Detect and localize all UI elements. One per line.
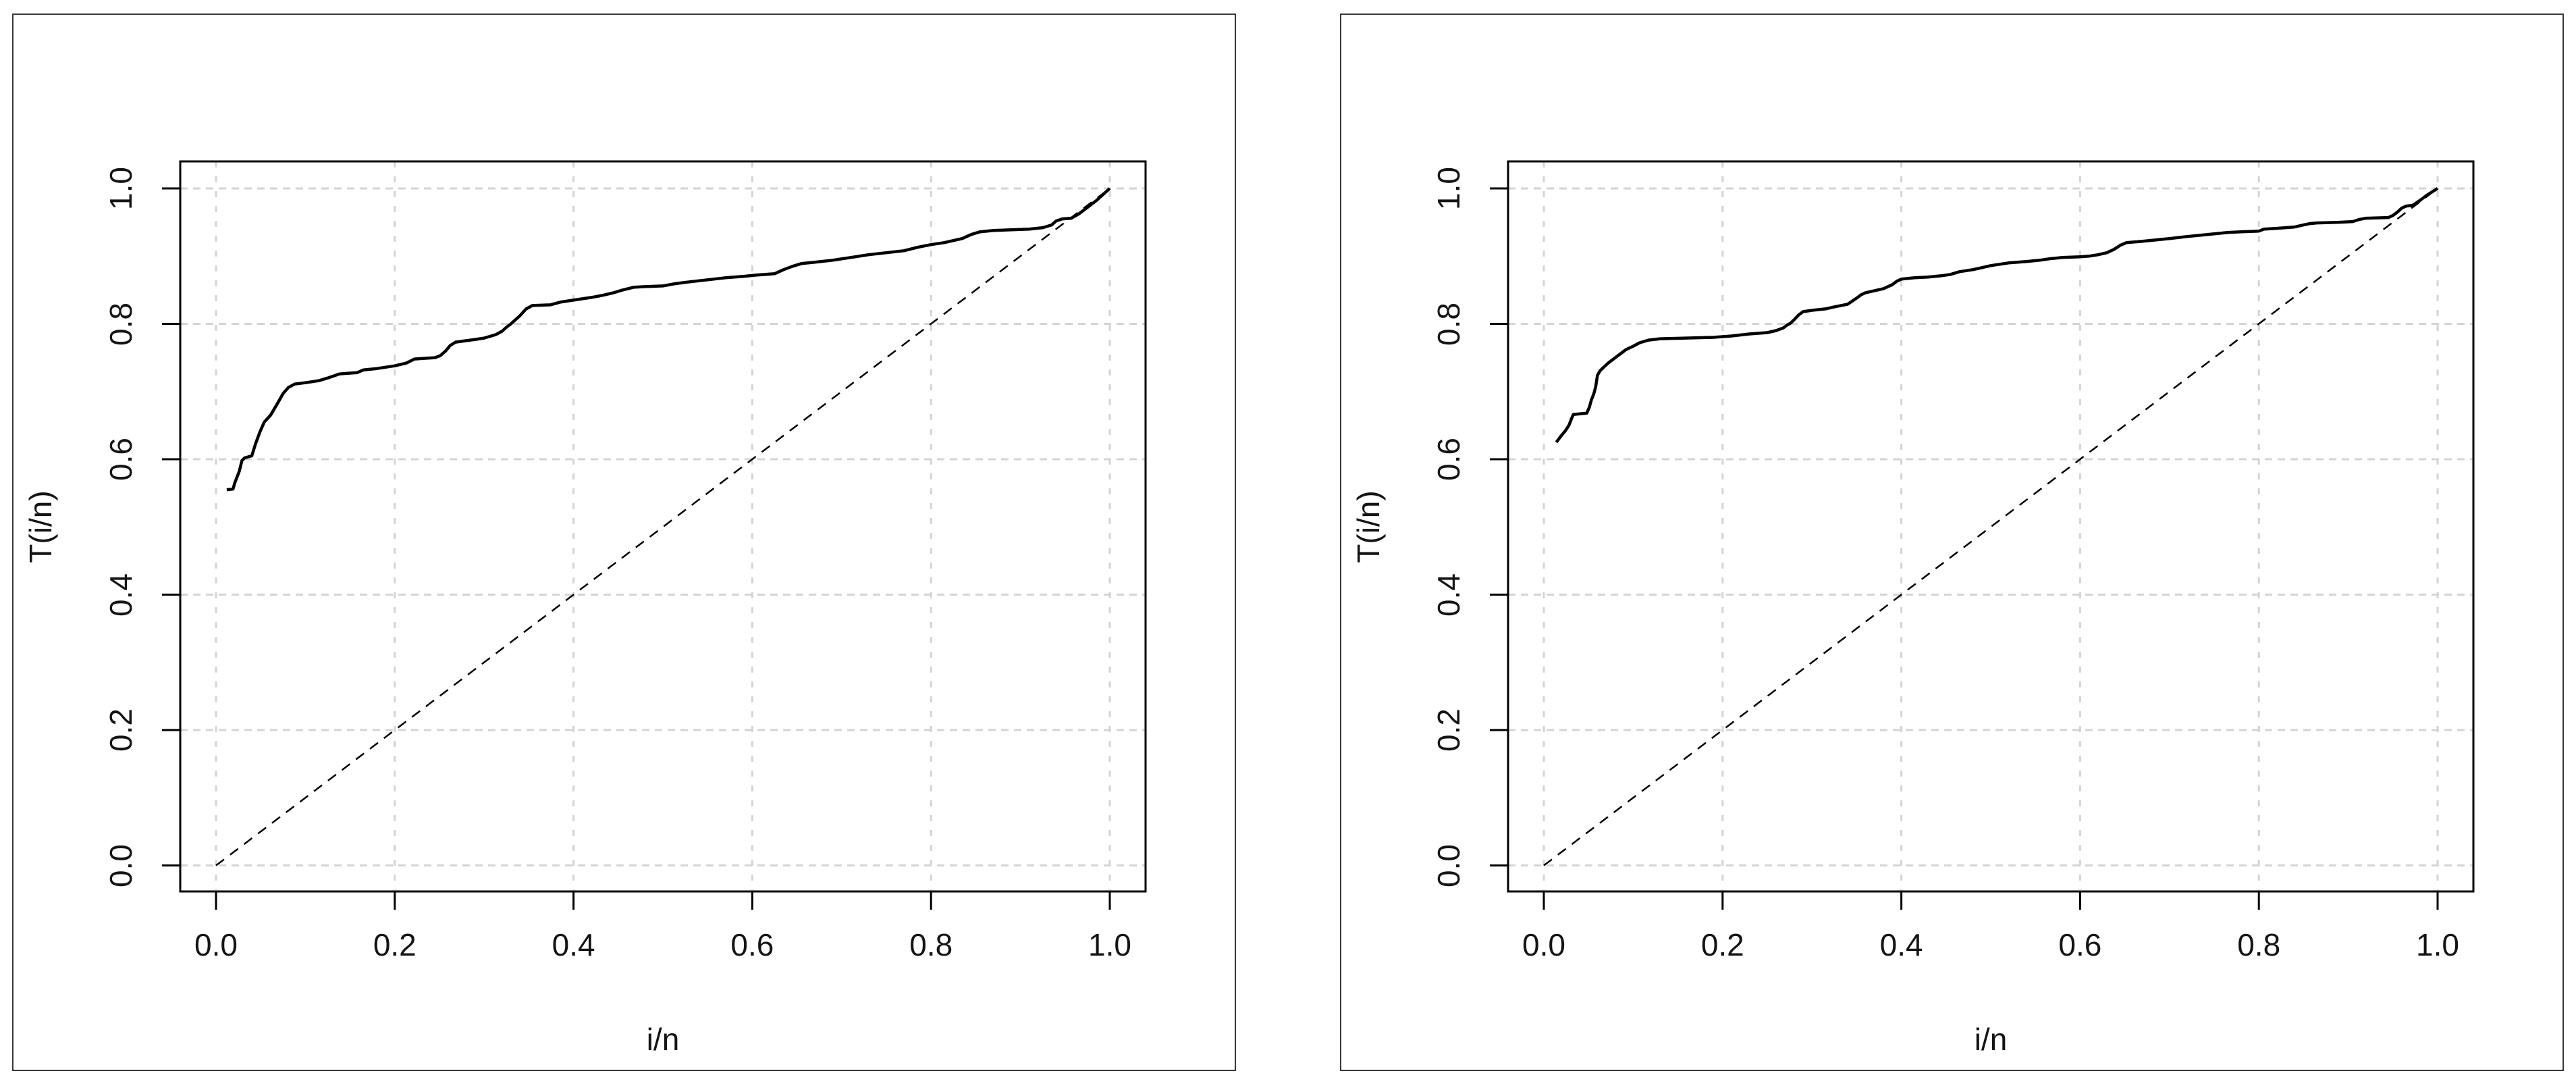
x-axis-title: i/n [1974,1022,2008,1057]
y-tick-label: 0.0 [103,844,138,887]
plot-area-right [1490,160,2475,910]
x-tick-label: 1.0 [1088,927,1131,962]
y-tick-label: 1.0 [1431,167,1466,210]
y-tick-label: 0.8 [1431,302,1466,346]
ttt-plot-panel-left: i/n T(i/n) 0.0 0.2 0.4 0.6 0.8 1.0 0.0 0.2 0.4 0.… [12,14,1236,1071]
x-tick-label: 0.8 [2237,927,2281,962]
diagonal-reference-line [1543,188,2438,866]
x-tick-label: 0.6 [2058,927,2102,962]
x-tick-label: 0.2 [1700,927,1744,962]
y-tick-label: 0.2 [103,708,138,752]
y-tick-label: 0.4 [1431,573,1466,617]
y-tick-label: 0.2 [1431,708,1466,752]
y-tick-label: 0.4 [103,573,138,617]
y-axis-title: T(i/n) [1351,490,1386,563]
ttt-curve-line [226,187,1111,492]
x-tick-label: 0.0 [1522,927,1565,962]
x-tick-label: 0.4 [1879,927,1923,962]
ttt-curve-line [1555,187,2439,444]
y-axis-title: T(i/n) [23,490,58,563]
x-tick-label: 0.0 [194,927,238,962]
ttt-plot-panel-right: i/n T(i/n) 0.0 0.2 0.4 0.6 0.8 1.0 0.0 0.2 0.4 0.… [1340,14,2564,1071]
y-tick-label: 0.0 [1431,844,1466,887]
y-tick-label: 0.8 [103,302,138,346]
plot-area-left [162,160,1147,910]
x-tick-label: 0.4 [552,927,595,962]
y-tick-label: 1.0 [103,167,138,210]
y-tick-label: 0.6 [1431,438,1466,481]
x-axis-title: i/n [646,1022,680,1057]
y-tick-label: 0.6 [103,438,138,481]
plot-box [1507,160,2475,893]
diagonal-reference-line [215,188,1110,866]
x-tick-label: 0.2 [373,927,417,962]
x-tick-label: 0.6 [730,927,774,962]
plot-box [179,160,1147,893]
x-tick-label: 0.8 [909,927,953,962]
x-tick-label: 1.0 [2416,927,2459,962]
